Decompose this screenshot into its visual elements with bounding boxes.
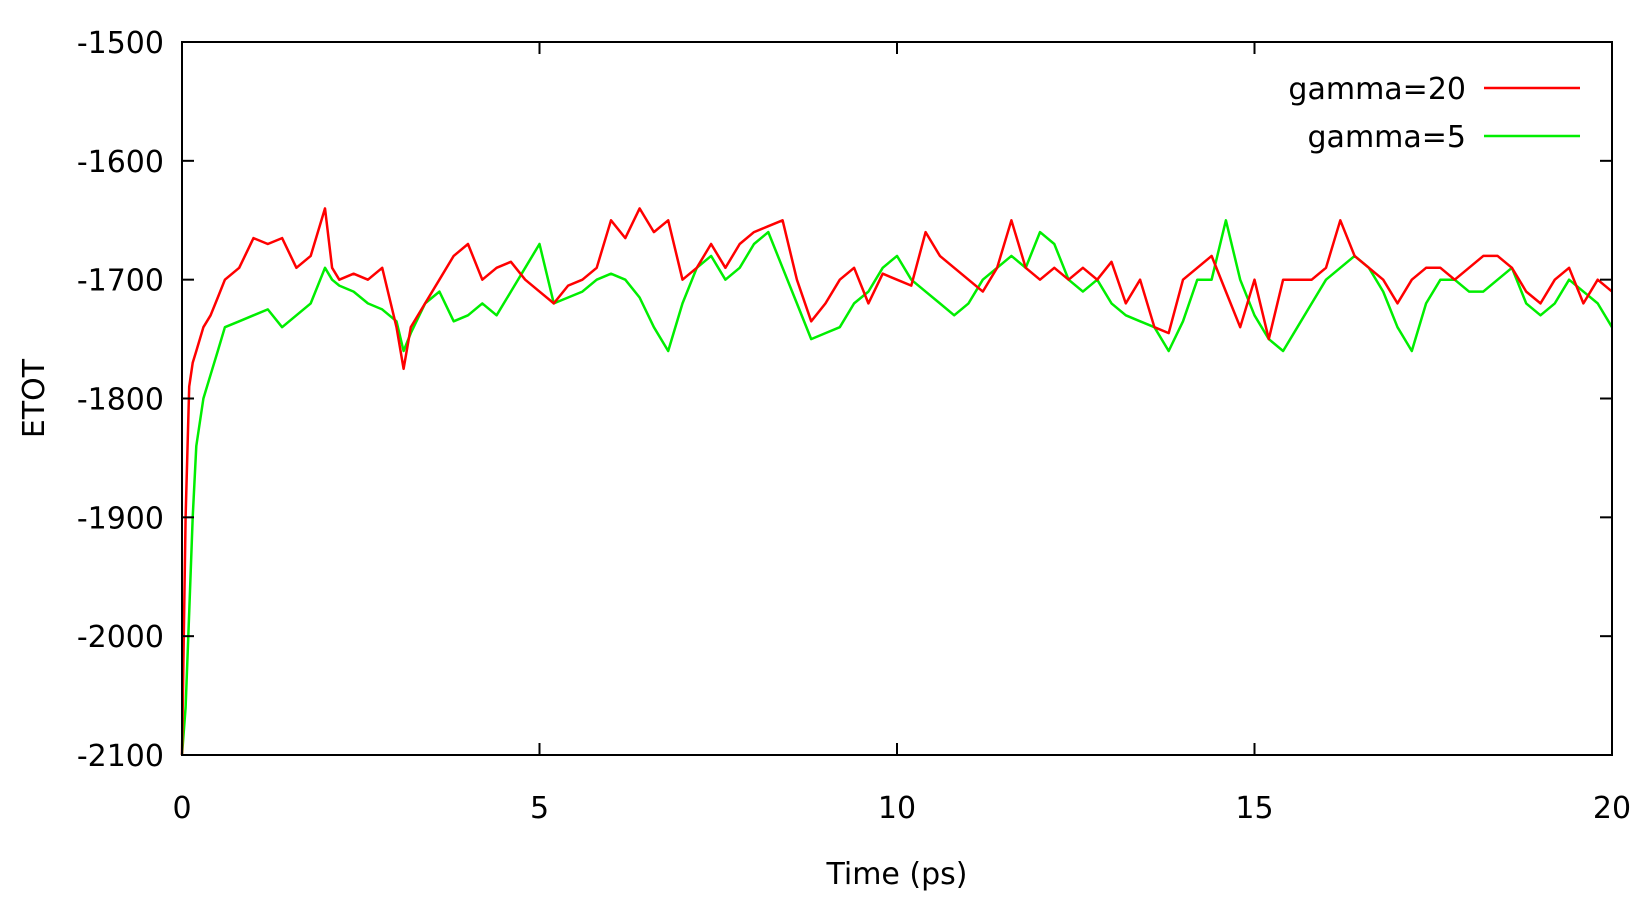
legend-label: gamma=20	[1288, 72, 1466, 107]
legend: gamma=20 gamma=5	[1288, 72, 1580, 155]
x-tick-label: 15	[1235, 791, 1273, 826]
y-tick-label: -1900	[77, 501, 164, 536]
ticks-layer: 0 5 10 15 20 -2100 -2000 -1900 -1800 -1700 -1600 -1…	[77, 26, 1631, 826]
x-axis-label: Time (ps)	[825, 857, 967, 892]
series-line-gamma-20	[180, 207, 1613, 756]
series-layer	[180, 207, 1614, 756]
y-tick-label: -2000	[77, 620, 164, 655]
y-axis-label: ETOT	[17, 358, 52, 438]
x-tick-label: 0	[172, 791, 191, 826]
y-tick-label: -1800	[77, 383, 164, 418]
y-tick-label: -1500	[77, 26, 164, 61]
y-tick-label: -2100	[77, 739, 164, 774]
x-tick-label: 20	[1593, 791, 1631, 826]
legend-label: gamma=5	[1308, 120, 1466, 155]
x-tick-label: 5	[530, 791, 549, 826]
x-tick-label: 10	[878, 791, 916, 826]
y-tick-label: -1700	[77, 264, 164, 299]
y-tick-label: -1600	[77, 145, 164, 180]
series-line-gamma-5	[180, 219, 1614, 756]
